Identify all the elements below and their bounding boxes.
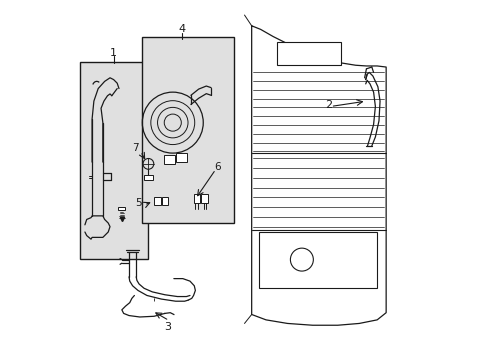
Polygon shape (144, 175, 152, 180)
Text: 5: 5 (135, 198, 142, 208)
Polygon shape (193, 194, 200, 203)
Polygon shape (154, 197, 160, 205)
Text: 1: 1 (110, 48, 117, 58)
Text: 7: 7 (132, 143, 138, 153)
Polygon shape (176, 153, 187, 162)
Text: 6: 6 (214, 162, 221, 172)
Polygon shape (201, 194, 207, 203)
Bar (276, 42, 341, 65)
Polygon shape (163, 155, 174, 163)
Bar (258, 232, 376, 288)
Polygon shape (118, 207, 125, 211)
Bar (142, 37, 233, 223)
Text: 4: 4 (178, 24, 185, 35)
Text: 3: 3 (163, 322, 170, 332)
Bar (80, 62, 147, 259)
Polygon shape (162, 197, 168, 205)
Text: 2: 2 (325, 100, 332, 110)
